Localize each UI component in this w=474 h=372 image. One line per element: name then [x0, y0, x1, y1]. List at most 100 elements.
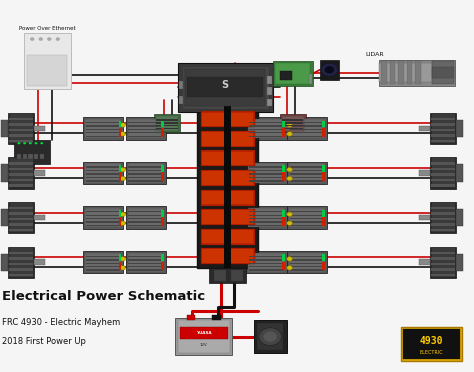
Bar: [456, 254, 463, 271]
Bar: [290, 173, 324, 175]
Bar: [156, 122, 178, 124]
Bar: [282, 217, 285, 226]
Bar: [128, 263, 163, 264]
Bar: [156, 116, 178, 131]
Bar: [9, 113, 34, 144]
Bar: [86, 215, 120, 216]
Bar: [161, 262, 164, 270]
Circle shape: [241, 97, 245, 100]
Circle shape: [23, 142, 26, 144]
Bar: [267, 76, 272, 84]
Circle shape: [120, 123, 126, 127]
Bar: [248, 208, 285, 227]
Bar: [161, 217, 164, 226]
Bar: [83, 117, 123, 140]
Bar: [248, 163, 285, 183]
Circle shape: [120, 212, 126, 217]
Circle shape: [235, 97, 238, 100]
Bar: [154, 114, 180, 132]
Bar: [322, 165, 325, 172]
Bar: [431, 173, 455, 176]
Bar: [320, 60, 339, 80]
Bar: [86, 129, 120, 130]
Bar: [322, 172, 325, 181]
Bar: [9, 273, 33, 276]
Bar: [401, 327, 462, 361]
Bar: [28, 154, 33, 159]
Circle shape: [120, 132, 126, 136]
Bar: [10, 248, 33, 277]
Bar: [128, 215, 163, 216]
Bar: [40, 154, 44, 159]
Text: Electrical Power Schematic: Electrical Power Schematic: [2, 290, 206, 303]
Circle shape: [321, 63, 338, 77]
Bar: [431, 212, 455, 215]
Circle shape: [287, 221, 292, 225]
Bar: [249, 259, 284, 260]
Bar: [290, 221, 324, 223]
Bar: [118, 165, 121, 172]
Bar: [128, 259, 163, 260]
Bar: [128, 135, 163, 137]
Bar: [290, 256, 324, 257]
Bar: [86, 221, 120, 223]
Bar: [128, 266, 163, 267]
Bar: [432, 158, 455, 187]
Bar: [86, 173, 120, 175]
Circle shape: [210, 97, 214, 100]
Bar: [431, 218, 455, 220]
Bar: [432, 61, 454, 84]
Bar: [128, 132, 163, 134]
Bar: [126, 206, 166, 229]
Bar: [9, 247, 34, 278]
Text: 4930: 4930: [419, 336, 443, 346]
Bar: [201, 131, 255, 147]
Bar: [282, 125, 303, 126]
Bar: [179, 81, 183, 89]
Bar: [182, 66, 269, 109]
Circle shape: [223, 97, 227, 100]
Bar: [9, 229, 33, 231]
Bar: [431, 263, 455, 265]
Bar: [432, 67, 454, 78]
Bar: [456, 164, 463, 182]
Bar: [290, 215, 324, 216]
Bar: [118, 128, 121, 137]
Bar: [34, 170, 45, 176]
Bar: [290, 170, 324, 171]
Bar: [1, 254, 9, 271]
Bar: [290, 180, 324, 182]
Bar: [249, 266, 284, 267]
Bar: [282, 165, 285, 172]
Bar: [202, 210, 253, 224]
Bar: [431, 179, 455, 181]
Circle shape: [228, 97, 232, 100]
Bar: [248, 119, 285, 138]
Bar: [128, 122, 163, 123]
Bar: [83, 206, 123, 229]
Circle shape: [246, 97, 250, 100]
Bar: [322, 121, 325, 127]
Circle shape: [120, 167, 126, 172]
Bar: [249, 122, 284, 123]
Text: 12V: 12V: [200, 343, 208, 347]
Bar: [214, 270, 226, 281]
Bar: [126, 251, 166, 273]
Bar: [9, 162, 33, 165]
Bar: [431, 251, 455, 254]
Bar: [86, 269, 120, 271]
Bar: [9, 134, 33, 137]
Bar: [280, 114, 306, 132]
Bar: [273, 61, 313, 86]
Text: FRC 4930 - Electric Mayhem: FRC 4930 - Electric Mayhem: [2, 318, 120, 327]
Bar: [322, 210, 325, 217]
Bar: [403, 329, 460, 359]
Bar: [430, 202, 456, 233]
Circle shape: [205, 97, 209, 100]
Circle shape: [287, 266, 292, 270]
Circle shape: [29, 142, 32, 144]
Bar: [202, 190, 253, 205]
Bar: [9, 168, 33, 170]
Bar: [86, 170, 120, 171]
Bar: [161, 165, 164, 172]
